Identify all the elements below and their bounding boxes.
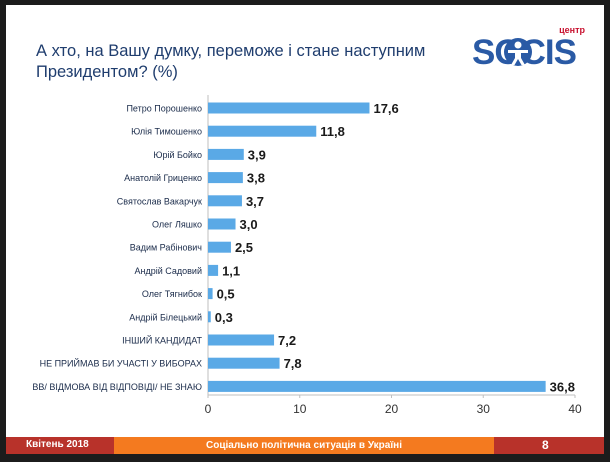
bar [208,311,211,323]
category-label: Андрій Садовий [135,266,202,276]
value-label: 1,1 [222,263,240,278]
value-label: 3,8 [247,171,265,186]
bar [208,148,244,160]
category-label: Андрій Білецький [129,312,202,322]
x-tick-label: 20 [385,402,399,416]
person-figure-icon [504,38,532,66]
value-label: 0,5 [217,287,235,302]
bar [208,334,275,346]
value-label: 3,7 [246,194,264,209]
bar [208,264,219,276]
bar [208,288,213,300]
x-tick-label: 30 [477,402,491,416]
x-tick-label: 0 [205,402,212,416]
slide: А хто, на Вашу думку, переможе і стане н… [6,5,604,454]
bar-chart: Петро Порошенко 17,6 Юлія Тимошенко 11,8 Юрі… [32,95,582,416]
category-label: Юрій Бойко [153,150,202,160]
value-label: 17,6 [373,101,398,116]
value-label: 36,8 [550,379,575,394]
page-number: 8 [542,438,549,452]
title-line-1: А хто, на Вашу думку, переможе і стане н… [36,42,426,60]
value-label: 11,8 [320,124,345,139]
socis-logo: центр SOCIS [472,25,597,77]
bar [208,195,242,207]
category-label: Анатолій Гриценко [124,173,202,183]
page-title: А хто, на Вашу думку, переможе і стане н… [36,41,436,83]
x-tick-label: 40 [568,402,582,416]
category-label: ІНШИЙ КАНДИДАТ [122,335,202,346]
value-label: 7,8 [284,356,302,371]
value-label: 0,3 [215,310,233,325]
value-label: 3,0 [240,217,258,232]
footer-date: Квітень 2018 [26,439,89,450]
category-label: Святослав Вакарчук [117,196,202,206]
bar [208,125,317,137]
value-label: 2,5 [235,240,253,255]
footer-bar: Квітень 2018 Соціально політична ситуаці… [6,437,604,454]
bar [208,172,243,184]
value-label: 7,2 [278,333,296,348]
bar [208,380,546,392]
category-label: Олег Тягнибок [142,289,202,299]
bar [208,218,236,230]
category-label: ВВ/ ВІДМОВА ВІД ВІДПОВІДІ/ НЕ ЗНАЮ [32,382,202,392]
bar [208,357,280,369]
logo-subtitle: центр [559,25,585,35]
category-label: Юлія Тимошенко [131,127,202,137]
title-line-2: Президентом? (%) [36,63,178,81]
bar [208,241,231,253]
x-tick-label: 10 [293,402,307,416]
category-label: Олег Ляшко [152,220,202,230]
category-label: Петро Порошенко [126,104,202,114]
category-label: НЕ ПРИЙМАВ БИ УЧАСТІ У ВИБОРАХ [40,358,202,369]
bar [208,102,370,114]
category-label: Вадим Рабінович [130,243,203,253]
footer-subject: Соціально політична ситуація в Україні [114,437,494,454]
value-label: 3,9 [248,147,266,162]
